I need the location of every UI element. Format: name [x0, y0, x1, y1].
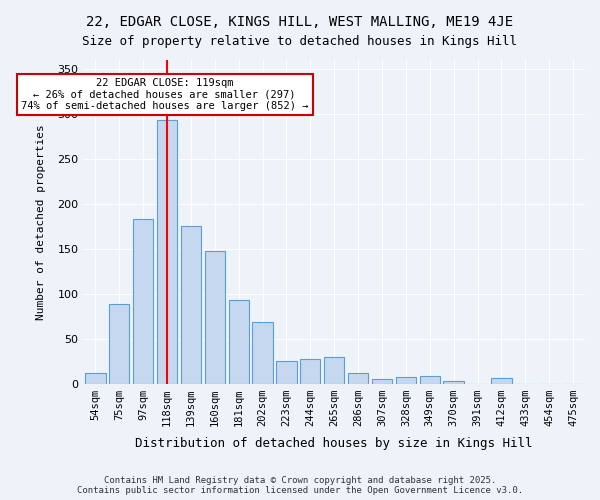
Bar: [85, 372, 106, 384]
Bar: [348, 372, 368, 384]
Text: Contains HM Land Registry data © Crown copyright and database right 2025.
Contai: Contains HM Land Registry data © Crown c…: [77, 476, 523, 495]
Bar: [157, 120, 177, 384]
Text: 22, EDGAR CLOSE, KINGS HILL, WEST MALLING, ME19 4JE: 22, EDGAR CLOSE, KINGS HILL, WEST MALLIN…: [86, 15, 514, 29]
Text: 22 EDGAR CLOSE: 119sqm
← 26% of detached houses are smaller (297)
74% of semi-de: 22 EDGAR CLOSE: 119sqm ← 26% of detached…: [21, 78, 308, 111]
Bar: [133, 219, 154, 384]
Bar: [491, 378, 512, 384]
Bar: [109, 304, 130, 384]
Bar: [419, 376, 440, 384]
Bar: [205, 250, 225, 384]
Bar: [324, 356, 344, 384]
Text: Size of property relative to detached houses in Kings Hill: Size of property relative to detached ho…: [83, 35, 517, 48]
Bar: [443, 381, 464, 384]
Bar: [181, 226, 201, 384]
Bar: [396, 377, 416, 384]
Bar: [253, 322, 273, 384]
Y-axis label: Number of detached properties: Number of detached properties: [37, 124, 46, 320]
Bar: [229, 300, 249, 384]
Bar: [372, 379, 392, 384]
Bar: [277, 361, 296, 384]
X-axis label: Distribution of detached houses by size in Kings Hill: Distribution of detached houses by size …: [136, 437, 533, 450]
Bar: [300, 360, 320, 384]
